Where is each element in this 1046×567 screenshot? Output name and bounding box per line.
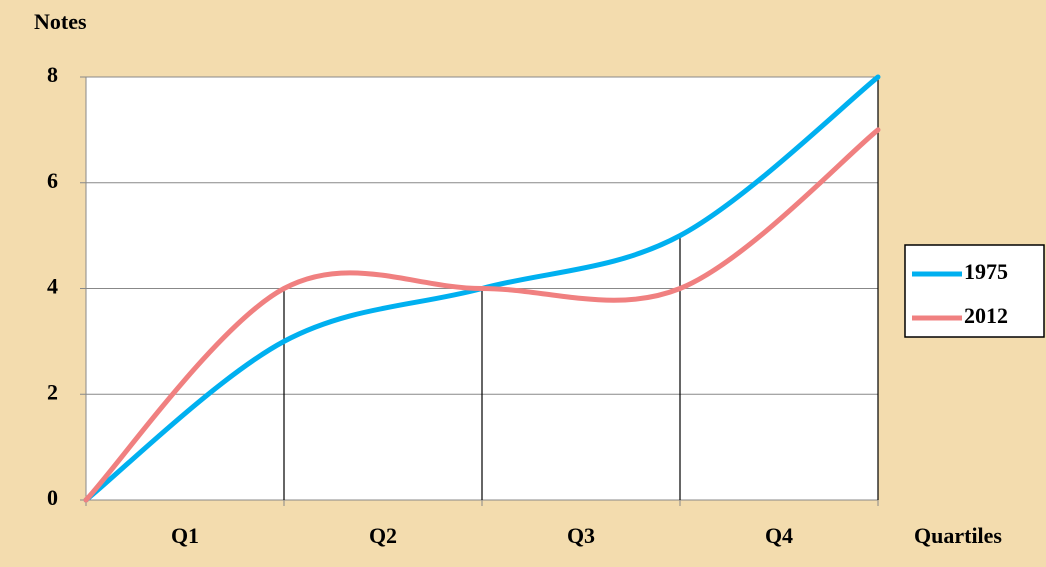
y-tick-label: 0	[47, 485, 58, 510]
legend-label: 2012	[964, 303, 1008, 328]
x-tick-label: Q3	[567, 523, 595, 548]
legend	[904, 244, 1045, 338]
x-axis-title: Quartiles	[914, 523, 1002, 548]
y-tick-label: 6	[47, 168, 58, 193]
y-tick-label: 8	[47, 62, 58, 87]
legend-label: 1975	[964, 259, 1008, 284]
x-tick-label: Q2	[369, 523, 397, 548]
y-tick-label: 2	[47, 379, 58, 404]
series-line	[83, 127, 881, 503]
x-tick-label: Q1	[171, 523, 199, 548]
y-tick-label: 4	[47, 274, 58, 299]
x-tick-label: Q4	[765, 523, 793, 548]
y-axis-title: Notes	[34, 9, 87, 34]
